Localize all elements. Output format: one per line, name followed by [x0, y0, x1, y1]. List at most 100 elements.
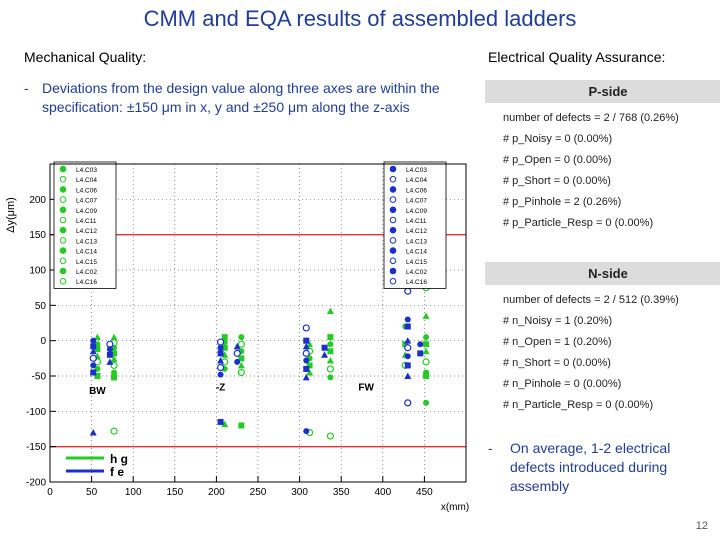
legend-right: L4.C03 L4.C04 L4.C06 L4.C07 L4.C09 L4.C11 L4.C… — [383, 161, 447, 289]
n-side-line: # n_Pinhole = 0 (0.00%) — [503, 378, 622, 390]
n-side-line: # n_Particle_Resp = 0 (0.00%) — [503, 399, 654, 411]
data-point — [326, 356, 334, 364]
plot-annotations: BW -Z FW — [89, 383, 374, 398]
data-point — [217, 371, 224, 378]
data-point — [404, 372, 412, 379]
legend-left-entry-marker — [59, 277, 67, 285]
legend-right-entry-marker — [389, 186, 397, 193]
data-point — [217, 350, 224, 357]
data-point — [321, 344, 328, 351]
x-tick-label: 150 — [166, 487, 183, 498]
data-point — [402, 341, 409, 348]
legend-right-entry-label: L4.C04 — [406, 177, 427, 184]
data-point — [422, 312, 430, 319]
x-axis-label: x(mm) — [441, 502, 469, 513]
data-point — [306, 362, 313, 369]
data-point — [326, 365, 334, 373]
legend-left-entry-label: L4.C16 — [76, 279, 97, 286]
legend-right-entry-marker — [389, 165, 397, 173]
legend-left-entry-marker — [59, 196, 67, 203]
data-point — [111, 369, 118, 376]
p-side-header: P-side — [485, 80, 720, 103]
data-point — [306, 368, 314, 376]
x-tick-label: 450 — [416, 487, 433, 498]
y-tick-label: 100 — [29, 266, 46, 277]
legend-left-entry-marker — [59, 237, 67, 244]
legend-left-entry-marker — [59, 186, 67, 193]
data-point — [303, 365, 310, 372]
x-tick-label: 200 — [208, 487, 225, 498]
legend-left-entry-label: L4.C11 — [76, 218, 97, 225]
legend-left-entry-marker — [59, 206, 67, 214]
data-point — [110, 355, 118, 363]
page-number: 12 — [695, 520, 708, 532]
legend-left-entry-label: L4.C02 — [76, 269, 97, 276]
data-point — [233, 342, 241, 350]
y-tick-label: -200 — [26, 478, 46, 489]
data-point — [217, 344, 224, 351]
data-point — [217, 418, 224, 425]
data-point — [216, 363, 225, 372]
legend-right-entry-label: L4.C12 — [406, 228, 427, 235]
data-point — [417, 350, 424, 357]
legend-left-entry-label: L4.C06 — [76, 187, 97, 194]
legend-right-entry-marker — [389, 196, 397, 203]
data-point — [221, 344, 228, 351]
legend-left-entry-marker — [59, 165, 67, 173]
data-point — [423, 334, 430, 341]
x-tick-label: 0 — [47, 487, 53, 498]
y-tick-label: 200 — [29, 195, 46, 206]
n-side-line: # n_Noisy = 1 (0.20%) — [503, 315, 613, 327]
data-point — [423, 373, 430, 379]
legend-left-entry-marker — [59, 216, 67, 224]
cmm-scatter-plot: 0 50 100 150 200 250 300 350 400 450 -200 -150 -100 -… — [5, 161, 469, 513]
data-point — [106, 358, 114, 365]
plot-annotation: -Z — [216, 383, 225, 394]
y-tick-label: -50 — [32, 372, 47, 383]
data-point — [111, 374, 118, 381]
data-point — [422, 347, 430, 355]
legend-left-entry-label: L4.C13 — [76, 238, 97, 245]
legend-right-entry-label: L4.C09 — [406, 208, 427, 215]
data-point — [303, 357, 310, 364]
data-point — [404, 399, 412, 407]
legend-right-entry-label: L4.C11 — [406, 218, 427, 225]
bullet-dash: - — [24, 80, 29, 96]
series-legend-label: f e — [110, 465, 124, 479]
legend-right-entry-marker — [389, 247, 397, 254]
legend-left-entry-label: L4.C03 — [76, 167, 97, 174]
p-side-line: # p_Open = 0 (0.00%) — [503, 154, 612, 166]
legend-left-entry-label: L4.C04 — [76, 177, 97, 184]
legend-left-entry-marker — [59, 267, 67, 275]
legend-left-entry-marker — [59, 257, 67, 265]
legend-left-entry-box — [53, 161, 117, 289]
data-point — [404, 353, 411, 360]
plot-frame — [49, 163, 467, 483]
x-tick-label: 350 — [333, 487, 350, 498]
data-point — [423, 399, 430, 406]
legend-right-entry-label: L4.C02 — [406, 269, 427, 276]
series-legend-label: h g — [110, 452, 128, 466]
legend-left-entry-label: L4.C07 — [76, 198, 97, 205]
data-point — [237, 361, 245, 369]
data-point — [417, 341, 424, 348]
y-tick-label: 50 — [35, 301, 47, 312]
data-point — [237, 368, 245, 377]
data-point — [326, 307, 334, 314]
y-tick-label: 0 — [40, 336, 46, 347]
mechanical-quality-heading: Mechanical Quality: — [24, 49, 147, 65]
x-tick-label: 250 — [250, 487, 267, 498]
data-point — [90, 369, 97, 376]
legend-right-entry-label: L4.C15 — [406, 259, 427, 266]
x-tick-label: 300 — [291, 487, 308, 498]
data-point — [422, 358, 430, 366]
legend-left-entry-label: L4.C14 — [76, 249, 97, 256]
series-legend: h gf e — [66, 452, 128, 479]
data-point — [221, 334, 228, 341]
data-point — [303, 428, 310, 435]
n-side-header: N-side — [485, 262, 720, 285]
data-point — [221, 420, 229, 428]
data-point — [110, 427, 118, 435]
data-point — [327, 341, 334, 348]
data-point — [93, 333, 101, 341]
